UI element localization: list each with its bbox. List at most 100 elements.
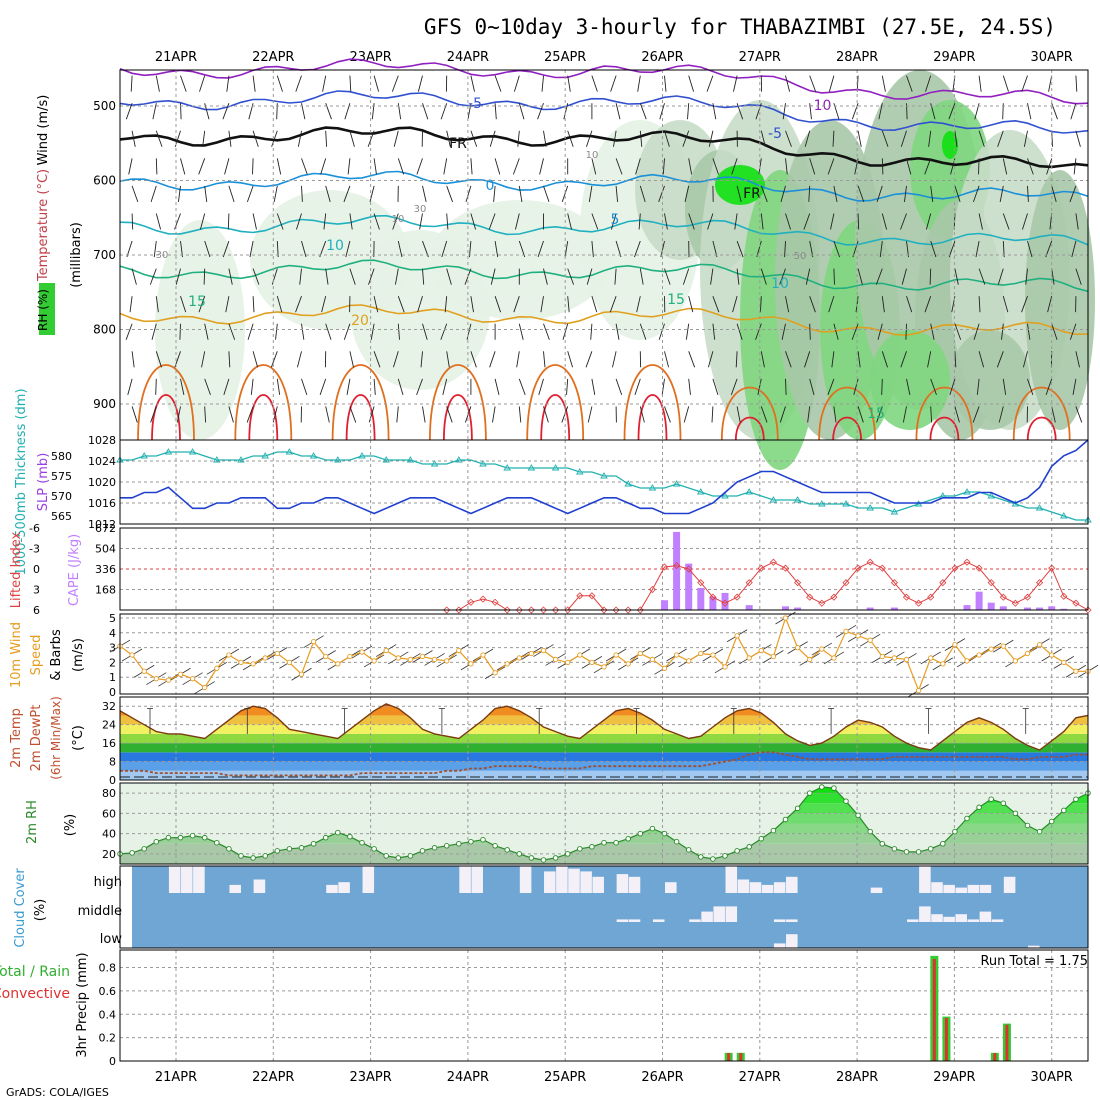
- wind-barb: [180, 75, 187, 92]
- thickness-point: [963, 488, 971, 495]
- wind-barb: [610, 75, 617, 92]
- li-point: [648, 585, 656, 594]
- rh2m-point: [419, 848, 426, 854]
- cloud-bar-high: [459, 866, 471, 893]
- wind-barb: [494, 296, 502, 313]
- wind-barb: [688, 378, 691, 395]
- contour-label: 5: [611, 212, 620, 228]
- date-label-top: 22APR: [252, 50, 294, 65]
- rh2m-point: [516, 851, 523, 857]
- thickness-point: [188, 448, 197, 455]
- thickness-point: [140, 452, 148, 459]
- wind-barb: [276, 213, 284, 230]
- temp-tick-label: 32: [102, 700, 116, 713]
- wind-barb: [295, 296, 302, 313]
- wind-barb: [301, 158, 308, 175]
- wind-barb: [731, 158, 738, 175]
- li-tick-label: -6: [29, 522, 40, 535]
- wind-barb: [247, 323, 254, 340]
- wind-barb: [466, 323, 472, 340]
- rh2m-point: [165, 834, 172, 841]
- temp-tick-label: 8: [109, 756, 116, 769]
- date-label-top: 25APR: [544, 50, 586, 65]
- cloud-unit-label: (%): [33, 899, 48, 922]
- wind-barb: [857, 213, 860, 230]
- wind-barb: [682, 130, 690, 147]
- cloud-bar-middle: [725, 906, 738, 922]
- wind10m-point: [661, 665, 668, 671]
- wind-barb: [612, 351, 617, 368]
- wind-barb: [126, 240, 133, 258]
- wind10m-point: [879, 653, 885, 660]
- thickness-point: [721, 492, 729, 499]
- wind-barb: [518, 240, 526, 258]
- isotherm-loop: [720, 386, 779, 441]
- rh2m-point: [794, 805, 801, 812]
- rh-contour-label: 50: [794, 251, 807, 262]
- wind-barb: [367, 130, 375, 147]
- thickness-point: [624, 480, 632, 487]
- rh2m-point: [964, 815, 970, 822]
- wind10m-point: [226, 652, 232, 658]
- temp-band: [120, 724, 1088, 734]
- wind-barb: [712, 296, 720, 313]
- wind-barb: [422, 103, 429, 120]
- rh2m-point: [528, 855, 535, 861]
- temp-band: [120, 706, 1088, 716]
- isotherm-loop: [248, 394, 279, 441]
- cape-bar: [709, 596, 717, 610]
- wind10m-point: [686, 658, 692, 664]
- wind-barb: [999, 185, 1004, 202]
- wind10m-point: [250, 661, 256, 667]
- rh-shade: [950, 330, 1030, 430]
- cloud-bar-high: [193, 866, 205, 893]
- wind-barb: [760, 268, 767, 285]
- wind-barb: [252, 75, 256, 92]
- wind10m-point: [516, 655, 522, 661]
- li-point: [709, 593, 717, 601]
- temp-band: [120, 752, 1088, 762]
- isotherm-loop: [637, 394, 668, 441]
- li-point: [1023, 593, 1032, 601]
- legend-total-rain: Total / Rain: [0, 964, 70, 980]
- wind-barb: [1075, 268, 1082, 285]
- wind-barb: [1027, 323, 1031, 340]
- wind-barb: [204, 185, 208, 202]
- cape-axis-label: CAPE (J/kg): [67, 534, 82, 606]
- rh2m-point: [1024, 822, 1031, 829]
- rh-band: [120, 843, 1088, 864]
- wind-barb: [1047, 296, 1053, 313]
- cloud-bar-middle: [616, 919, 629, 922]
- wind-barb: [996, 351, 1004, 368]
- wind-barb: [155, 296, 159, 313]
- wind-barb: [369, 185, 375, 203]
- wind10m-point: [274, 650, 280, 657]
- wind-barb: [954, 351, 957, 368]
- rh2m-point: [915, 849, 922, 855]
- rh2m-point: [504, 847, 510, 853]
- wind-barb: [228, 130, 232, 147]
- wind-barb: [1048, 75, 1053, 92]
- wind-barb: [782, 103, 786, 120]
- li-point: [794, 579, 802, 587]
- isotherm-loop: [540, 394, 571, 441]
- cloud-bar-high: [665, 882, 677, 893]
- cloud-bar-high: [786, 876, 798, 893]
- wind-barb: [924, 296, 932, 313]
- wind-barb: [325, 130, 328, 147]
- rh2m-point: [395, 855, 402, 861]
- wind-barb: [900, 130, 907, 147]
- cape-bar: [1048, 606, 1056, 610]
- date-label-bottom: 29APR: [933, 1070, 975, 1085]
- wind-barb: [948, 103, 956, 120]
- rh2m-point: [177, 834, 184, 841]
- wind-barb: [857, 268, 863, 285]
- wind-barb: [343, 185, 351, 203]
- wind-barb: [707, 351, 714, 368]
- wind-barb: [1051, 185, 1057, 203]
- wind-barb: [805, 268, 811, 285]
- cloud-bar-middle: [955, 914, 967, 922]
- wind-barb: [973, 323, 980, 340]
- wind-barb: [131, 185, 139, 203]
- wind10m-point: [758, 647, 764, 654]
